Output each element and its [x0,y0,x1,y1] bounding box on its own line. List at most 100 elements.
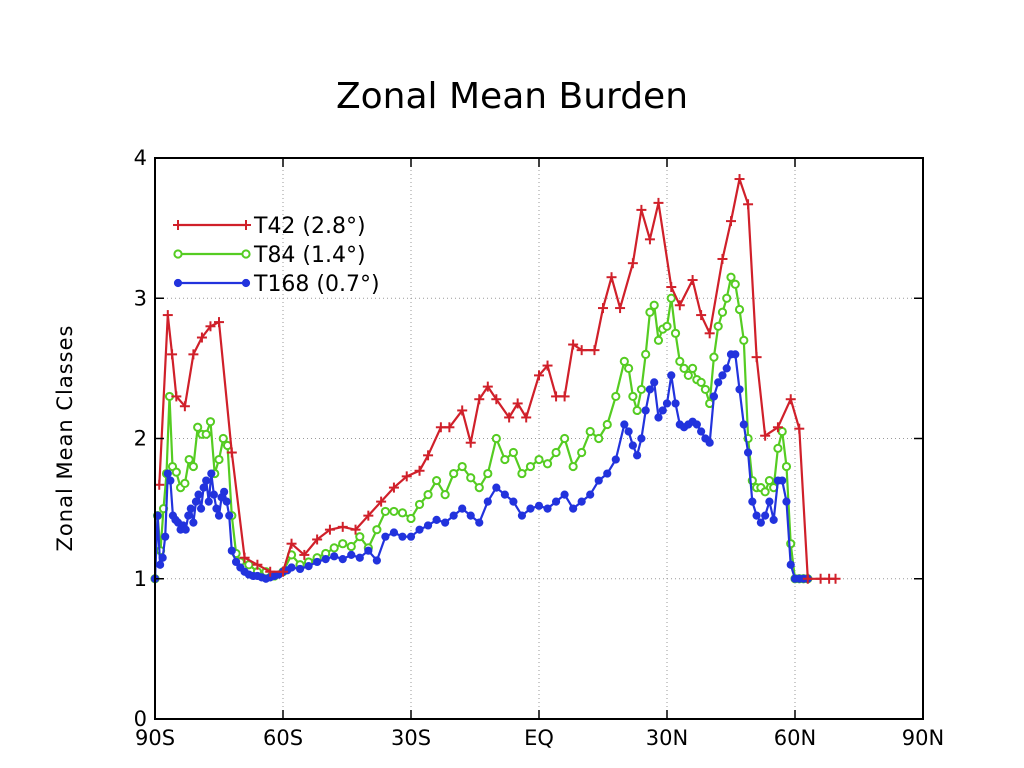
data-point [748,497,757,506]
data-point [252,559,263,570]
data-point [372,525,382,535]
data-point [830,573,841,584]
data-point [346,541,356,552]
data-point [376,496,387,507]
data-point [735,385,744,394]
data-point [586,490,595,499]
data-point [517,511,527,520]
data-point [709,352,719,362]
data-point [381,532,390,541]
legend-item: T168 (0.7°) [173,272,380,297]
data-point [569,504,578,513]
data-point [188,349,199,360]
data-point [602,419,612,430]
data-point [603,469,612,478]
data-point [207,469,216,478]
data-point [166,476,175,485]
legend-item: T42 (2.8°) [173,214,366,239]
data-point [815,573,826,584]
data-point [184,511,193,520]
data-point [761,511,770,520]
data-point [696,377,706,387]
legend-label: T168 (0.7°) [253,272,380,297]
data-point [338,555,347,564]
data-point [205,321,216,332]
data-point [364,546,373,555]
legend-item: T84 (1.4°) [173,243,366,268]
data-point [688,363,698,373]
x-tick-label: 30N [646,726,688,750]
data-point [401,471,412,482]
data-point [440,490,450,500]
y-tick-label: 4 [134,146,147,170]
data-point [286,538,297,549]
data-point [765,497,774,506]
data-point [214,511,224,520]
data-point [611,391,621,402]
data-point [222,497,231,506]
data-point [330,552,339,561]
data-point [329,543,339,553]
data-point [414,499,425,510]
x-tick-label: 90S [135,726,175,750]
data-point [551,447,561,458]
data-point [388,482,399,493]
data-point [704,328,715,339]
data-point [474,394,485,405]
data-point [628,441,637,450]
data-point [687,275,698,286]
data-point [525,461,536,472]
data-point [214,454,224,465]
data-point [483,468,493,479]
data-point [517,468,527,479]
data-point [512,398,523,409]
data-point [295,564,305,574]
data-point [551,391,562,402]
data-point [667,371,676,380]
data-point [653,197,664,208]
data-point [299,549,310,560]
data-point [666,282,677,293]
data-point [458,504,467,513]
data-point [196,332,207,343]
y-tick-label: 3 [134,286,147,310]
data-point [191,497,201,506]
data-point [641,406,650,415]
data-point [265,566,276,577]
data-point [199,483,208,492]
data-point [482,381,493,392]
data-point [363,510,374,521]
data-point [773,443,783,453]
data-point [559,391,570,402]
data-point [739,335,749,345]
data-point [653,335,664,345]
data-point [372,556,381,565]
data-point [679,363,689,373]
data-point [231,557,241,567]
data-point [722,293,732,303]
data-point [465,437,476,448]
data-point [304,562,313,571]
data-point [700,384,711,395]
legend-marker [241,249,251,259]
data-point [321,555,330,564]
data-point [644,234,655,245]
data-point [781,461,792,472]
data-point [722,364,731,373]
data-point [576,345,587,356]
data-point [324,524,335,535]
data-point [435,422,446,433]
data-point [432,515,441,524]
data-point [466,473,476,483]
x-tick-label: EQ [524,726,554,750]
data-point [726,216,736,227]
data-point [466,511,475,520]
data-point [406,532,416,541]
data-point [705,438,714,447]
data-point [666,293,676,303]
x-tick-label: 60N [774,726,816,750]
data-point [389,528,399,537]
data-point [739,420,748,429]
data-point [483,497,492,506]
